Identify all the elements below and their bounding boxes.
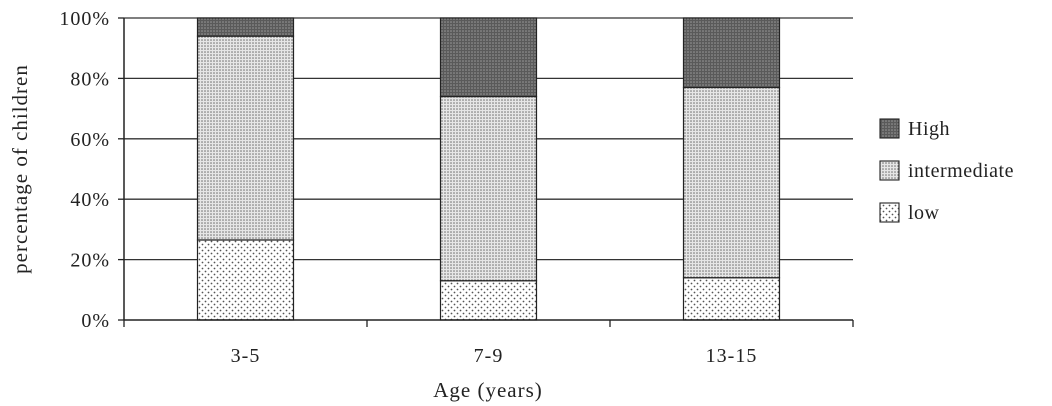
bar-segment-high-13-15 bbox=[682, 17, 781, 89]
legend-swatch bbox=[879, 160, 900, 181]
legend-item-low: low bbox=[879, 202, 940, 224]
bar-segment-intermediate-13-15 bbox=[682, 86, 781, 279]
y-tick-label: 40% bbox=[70, 189, 110, 211]
bar-segment-intermediate-3-5 bbox=[196, 35, 295, 241]
y-tick-label: 60% bbox=[70, 129, 110, 151]
y-tick-label: 20% bbox=[70, 250, 110, 272]
x-axis-title: Age (years) bbox=[433, 378, 543, 402]
legend-label: High bbox=[908, 118, 950, 140]
legend-item-high: High bbox=[879, 118, 950, 140]
legend-swatch bbox=[879, 202, 900, 223]
y-tick-labels: 0% 20% 40% 60% 80% 100% bbox=[59, 8, 124, 332]
bar-segment-low-3-5 bbox=[196, 239, 295, 321]
axes bbox=[123, 18, 853, 321]
legend-label: intermediate bbox=[908, 160, 1014, 182]
bar-segment-high-3-5 bbox=[196, 17, 295, 37]
x-tick-label: 3-5 bbox=[231, 345, 261, 367]
x-tick-label: 13-15 bbox=[706, 345, 758, 367]
y-axis-title: percentage of children bbox=[8, 64, 32, 274]
bars bbox=[196, 17, 781, 321]
legend-swatch bbox=[879, 118, 900, 139]
legend: High intermediate low bbox=[879, 118, 1014, 224]
bar-segment-low-13-15 bbox=[682, 277, 781, 321]
x-tick-labels: 3-5 7-9 13-15 bbox=[123, 320, 854, 367]
bar-segment-high-7-9 bbox=[439, 17, 538, 98]
legend-item-intermediate: intermediate bbox=[879, 160, 1014, 182]
y-tick-label: 100% bbox=[59, 8, 110, 30]
y-tick-label: 0% bbox=[81, 310, 110, 332]
y-tick-label: 80% bbox=[70, 68, 110, 90]
bar-segment-low-7-9 bbox=[439, 280, 538, 321]
x-tick-label: 7-9 bbox=[474, 345, 504, 367]
legend-label: low bbox=[908, 202, 940, 224]
bar-segment-intermediate-7-9 bbox=[439, 95, 538, 282]
